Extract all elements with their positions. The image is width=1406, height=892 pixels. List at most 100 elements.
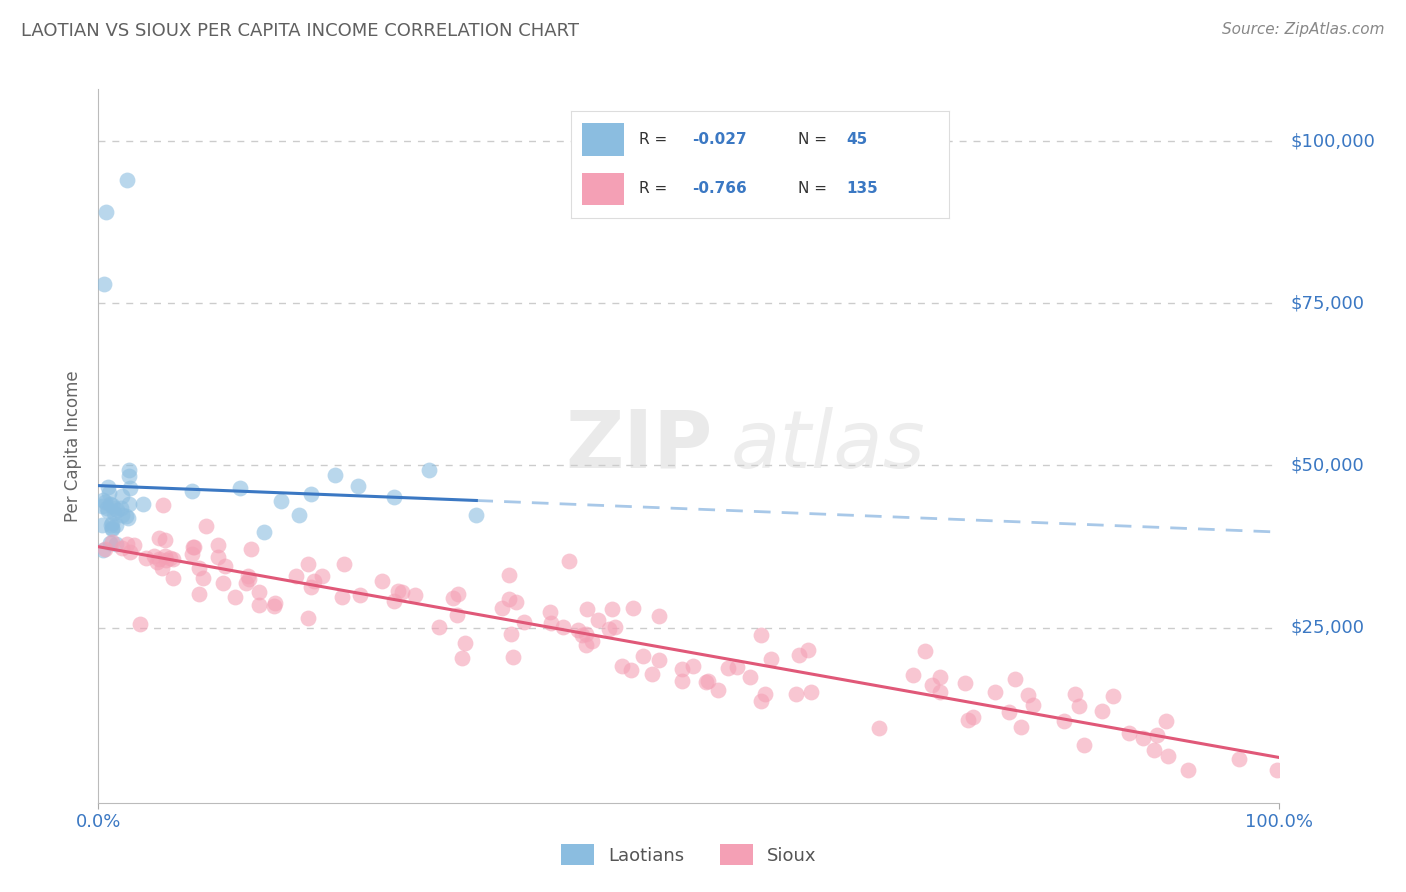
Point bbox=[183, 541, 205, 555]
Point bbox=[97, 480, 120, 494]
Point bbox=[1010, 719, 1032, 733]
Point bbox=[183, 541, 205, 555]
Point bbox=[382, 594, 405, 608]
Point bbox=[427, 620, 450, 634]
Point bbox=[101, 534, 124, 549]
Point bbox=[98, 536, 121, 550]
Point bbox=[229, 481, 252, 495]
Point bbox=[557, 554, 579, 568]
Point bbox=[211, 576, 233, 591]
Point bbox=[93, 495, 115, 509]
Point bbox=[188, 587, 211, 601]
Point bbox=[253, 524, 276, 539]
Point bbox=[1177, 764, 1199, 778]
Point bbox=[955, 676, 977, 690]
Point bbox=[93, 277, 115, 291]
Point bbox=[707, 683, 730, 698]
Point bbox=[247, 598, 270, 612]
Point bbox=[162, 552, 184, 566]
Point bbox=[682, 659, 704, 673]
Point bbox=[155, 553, 177, 567]
Point bbox=[581, 633, 603, 648]
Y-axis label: Per Capita Income: Per Capita Income bbox=[65, 370, 83, 522]
Point bbox=[1143, 743, 1166, 757]
Point bbox=[749, 694, 772, 708]
Point bbox=[94, 541, 117, 556]
Point bbox=[575, 638, 598, 652]
Point bbox=[1146, 729, 1168, 743]
Point bbox=[100, 498, 122, 512]
Point bbox=[120, 481, 142, 495]
Point bbox=[91, 492, 114, 507]
Point bbox=[120, 545, 142, 559]
Point bbox=[238, 569, 260, 583]
Point bbox=[499, 626, 522, 640]
Point bbox=[538, 605, 561, 619]
Text: Source: ZipAtlas.com: Source: ZipAtlas.com bbox=[1222, 22, 1385, 37]
Point bbox=[118, 497, 141, 511]
Point bbox=[96, 501, 118, 516]
Point bbox=[207, 549, 229, 564]
Point bbox=[1073, 738, 1095, 752]
Point bbox=[787, 648, 810, 663]
Point bbox=[371, 574, 394, 589]
Point bbox=[1022, 698, 1045, 712]
Point bbox=[453, 636, 475, 650]
Point bbox=[697, 673, 720, 688]
Point bbox=[148, 532, 170, 546]
Point bbox=[114, 508, 136, 523]
Point bbox=[623, 601, 645, 615]
Point bbox=[98, 486, 121, 500]
Point bbox=[132, 497, 155, 511]
Point bbox=[299, 487, 322, 501]
Point bbox=[91, 499, 114, 513]
Point bbox=[868, 722, 890, 736]
Point bbox=[505, 595, 527, 609]
Point bbox=[105, 503, 128, 517]
Text: $50,000: $50,000 bbox=[1291, 457, 1364, 475]
Point bbox=[671, 674, 693, 689]
Point bbox=[100, 497, 122, 511]
Point bbox=[91, 543, 114, 558]
Point bbox=[998, 705, 1021, 719]
Point bbox=[1101, 689, 1123, 703]
Point bbox=[540, 615, 562, 630]
Point bbox=[1053, 714, 1076, 729]
Point bbox=[181, 547, 204, 561]
Point bbox=[929, 670, 952, 684]
Point bbox=[391, 585, 413, 599]
Point bbox=[103, 506, 125, 520]
Point bbox=[671, 662, 693, 676]
Point bbox=[118, 468, 141, 483]
Point bbox=[235, 575, 257, 590]
Point bbox=[105, 517, 128, 532]
Point bbox=[110, 501, 132, 516]
Point bbox=[901, 668, 924, 682]
Point bbox=[567, 624, 589, 638]
Point bbox=[553, 620, 575, 634]
Point bbox=[465, 508, 488, 523]
Point bbox=[180, 483, 202, 498]
Point bbox=[311, 569, 333, 583]
Point bbox=[148, 552, 170, 566]
Point bbox=[450, 651, 472, 665]
Point bbox=[284, 569, 307, 583]
Point bbox=[330, 591, 353, 605]
Point bbox=[100, 518, 122, 533]
Point bbox=[247, 585, 270, 599]
Point bbox=[347, 479, 370, 493]
Point bbox=[598, 623, 620, 637]
Point bbox=[418, 463, 440, 477]
Point bbox=[214, 559, 236, 574]
Point bbox=[1118, 726, 1140, 740]
Point bbox=[187, 561, 209, 575]
Point bbox=[695, 674, 717, 689]
Point bbox=[103, 500, 125, 515]
Point bbox=[297, 610, 319, 624]
Point bbox=[128, 617, 150, 632]
Point bbox=[957, 713, 980, 727]
Point bbox=[238, 572, 260, 586]
Point bbox=[1154, 714, 1177, 729]
Point bbox=[143, 549, 166, 563]
Text: ZIP: ZIP bbox=[565, 407, 713, 485]
